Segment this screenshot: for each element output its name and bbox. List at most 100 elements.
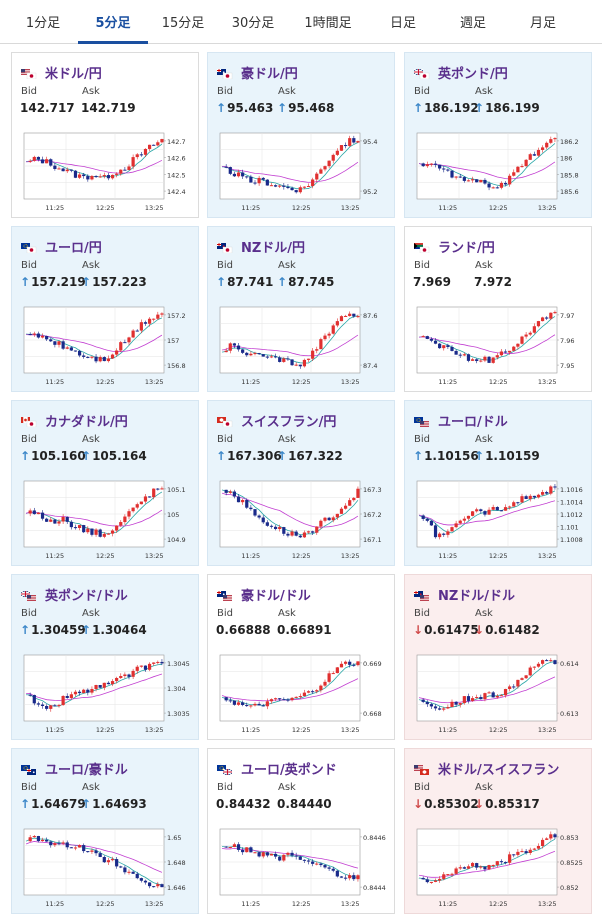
rate-card[interactable]: ユーロ/円 Bid ↑157.219 Ask ↑157.223 157.2 157 156.8…: [11, 226, 199, 392]
mini-candle-chart[interactable]: 186.2 186 185.8 185.6 11:25 12:25 13:25: [411, 131, 587, 213]
tab-7[interactable]: 月足: [529, 16, 556, 31]
x-tick-label: 13:25: [538, 552, 557, 560]
candle: [265, 355, 269, 359]
mini-candle-chart[interactable]: 1.65 1.648 1.646 11:25 12:25 13:25: [18, 827, 194, 909]
tab-6[interactable]: 週足: [459, 16, 486, 31]
rate-card[interactable]: ユーロ/ドル Bid ↑1.10156 Ask ↑1.10159 1.1016 1.1014…: [404, 400, 592, 566]
candle: [82, 843, 86, 854]
currency-pair-link[interactable]: ユーロ/円: [45, 241, 102, 256]
mini-candle-chart[interactable]: 105.1 105 104.9 11:25 12:25 13:25: [18, 479, 194, 561]
x-tick-label: 12:25: [96, 726, 115, 734]
currency-flag-icon: [414, 69, 430, 79]
candle: [86, 850, 90, 853]
candle: [540, 837, 545, 849]
candle: [102, 356, 106, 362]
rate-card[interactable]: カナダドル/円 Bid ↑105.160 Ask ↑105.164 105.1 105 104…: [11, 400, 199, 566]
tab-2[interactable]: 15分足: [161, 16, 205, 31]
rate-card[interactable]: 英ポンド/ドル Bid ↑1.30459 Ask ↑1.30464 1.3045 1.304…: [11, 574, 199, 740]
mini-candle-chart[interactable]: 7.97 7.96 7.95 11:25 12:25 13:25: [411, 305, 587, 387]
tab-5[interactable]: 日足: [389, 16, 416, 31]
candle: [315, 346, 319, 354]
mini-candle-chart[interactable]: 0.669 0.668 11:25 12:25 13:25: [214, 653, 390, 735]
rate-card[interactable]: NZドル/ドル Bid ↓0.61475 Ask ↓0.61482 0.614 0.613 1…: [404, 574, 592, 740]
rate-card[interactable]: ランド/円 Bid 7.969 Ask 7.972 7.97 7.96 7.95 11:25 12…: [404, 226, 592, 392]
candle: [450, 345, 454, 352]
rate-card[interactable]: ユーロ/英ポンド Bid 0.84432 Ask 0.84440 0.8446 0.8444…: [207, 748, 395, 914]
rate-card[interactable]: 豪ドル/ドル Bid 0.66888 Ask 0.66891 0.669 0.668 11:2…: [207, 574, 395, 740]
currency-pair-link[interactable]: NZドル/円: [241, 241, 306, 256]
candle: [319, 519, 323, 530]
candle: [160, 883, 164, 888]
rate-card[interactable]: ユーロ/豪ドル Bid ↑1.64679 Ask ↑1.64693 1.65 1.648 1.…: [11, 748, 199, 914]
mini-candle-chart[interactable]: 1.1016 1.1014 1.1012 1.101 1.1008 11:25 12:25 1…: [411, 479, 587, 561]
rate-card[interactable]: NZドル/円 Bid ↑87.741 Ask ↑87.745 87.6 87.4 11:25 1…: [207, 226, 395, 392]
currency-flag-icon: [217, 765, 233, 775]
mini-candle-chart[interactable]: 0.614 0.613 11:25 12:25 13:25: [411, 653, 587, 735]
bid-price: ↑1.10156: [413, 449, 479, 463]
candle: [553, 833, 557, 840]
mini-candle-chart[interactable]: 167.3 167.2 167.1 11:25 12:25 13:25: [214, 479, 390, 561]
candle: [549, 136, 553, 145]
currency-pair-link[interactable]: ユーロ/豪ドル: [45, 763, 128, 778]
candle: [224, 347, 228, 353]
currency-flag-icon: [21, 417, 37, 427]
rate-card[interactable]: 豪ドル/円 Bid ↑95.463 Ask ↑95.468 95.4 95.2 11:25 12…: [207, 52, 395, 218]
candle: [466, 515, 471, 521]
bid-label: Bid: [21, 608, 37, 619]
mini-candle-chart[interactable]: 95.4 95.2 11:25 12:25 13:25: [214, 131, 390, 213]
candle: [261, 354, 265, 357]
currency-pair-link[interactable]: スイスフラン/円: [241, 415, 337, 430]
candle: [69, 520, 73, 530]
currency-pair-link[interactable]: カナダドル/円: [45, 415, 128, 430]
tab-1[interactable]: 5分足: [78, 0, 148, 44]
down-arrow-icon: ↓: [413, 623, 424, 637]
candle: [45, 517, 49, 523]
mini-candle-chart[interactable]: 142.7 142.6 142.5 142.4 11:25 12:25 13:25: [18, 131, 194, 213]
ask-price: 7.972: [474, 275, 512, 289]
rate-card[interactable]: 米ドル/円 Bid 142.717 Ask 142.719 142.7 142.6 142.5…: [11, 52, 199, 218]
tab-4[interactable]: 1時間足: [304, 16, 352, 31]
y-tick-label: 186.2: [560, 138, 579, 146]
candle: [160, 312, 164, 317]
candle: [290, 359, 294, 367]
mini-candle-chart[interactable]: 87.6 87.4 11:25 12:25 13:25: [214, 305, 390, 387]
candle: [119, 340, 123, 353]
mini-candle-chart[interactable]: 1.3045 1.304 1.3035 11:25 12:25 13:25: [18, 653, 194, 735]
candle: [257, 851, 261, 858]
candle: [236, 842, 241, 852]
currency-pair-link[interactable]: ユーロ/ドル: [438, 415, 508, 430]
mini-candle-chart[interactable]: 0.853 0.8525 0.852 11:25 12:25 13:25: [411, 827, 587, 909]
rate-card[interactable]: 米ドル/スイスフラン Bid ↓0.85302 Ask ↓0.85317 0.853 0.8…: [404, 748, 592, 914]
currency-pair-link[interactable]: ユーロ/英ポンド: [241, 763, 337, 778]
candle: [495, 860, 499, 868]
bid-label: Bid: [217, 434, 233, 445]
currency-pair-link[interactable]: 英ポンド/ドル: [45, 589, 128, 604]
rate-card[interactable]: 英ポンド/円 Bid ↑186.192 Ask ↑186.199 186.2 186 185.…: [404, 52, 592, 218]
candle: [323, 516, 327, 523]
candle: [294, 362, 298, 367]
tab-3[interactable]: 30分足: [231, 16, 275, 31]
candle: [147, 144, 152, 152]
currency-pair-link[interactable]: 英ポンド/円: [438, 67, 508, 82]
tab-0[interactable]: 1分足: [25, 16, 61, 31]
currency-pair-link[interactable]: 豪ドル/円: [241, 67, 298, 82]
candle: [549, 485, 553, 496]
candle: [524, 494, 528, 499]
currency-pair-link[interactable]: NZドル/ドル: [438, 589, 516, 604]
mini-candle-chart[interactable]: 0.8446 0.8444 11:25 12:25 13:25: [214, 827, 390, 909]
candle: [273, 697, 278, 702]
candle: [553, 659, 557, 665]
rate-card[interactable]: スイスフラン/円 Bid ↑167.306 Ask ↑167.322 167.3 167.2…: [207, 400, 395, 566]
currency-flag-icon: [414, 243, 430, 253]
currency-pair-link[interactable]: ランド/円: [438, 241, 495, 256]
bid-value: 95.463: [227, 101, 274, 115]
candle: [253, 351, 257, 356]
currency-pair-link[interactable]: 豪ドル/ドル: [241, 589, 311, 604]
mini-candle-chart[interactable]: 157.2 157 156.8 11:25 12:25 13:25: [18, 305, 194, 387]
long-ma-line: [418, 676, 556, 704]
currency-pair-link[interactable]: 米ドル/円: [45, 67, 102, 82]
bid-label: Bid: [21, 260, 37, 271]
candle: [156, 311, 160, 321]
currency-pair-link[interactable]: 米ドル/スイスフラン: [438, 763, 560, 778]
ask-value: 7.972: [474, 275, 512, 289]
